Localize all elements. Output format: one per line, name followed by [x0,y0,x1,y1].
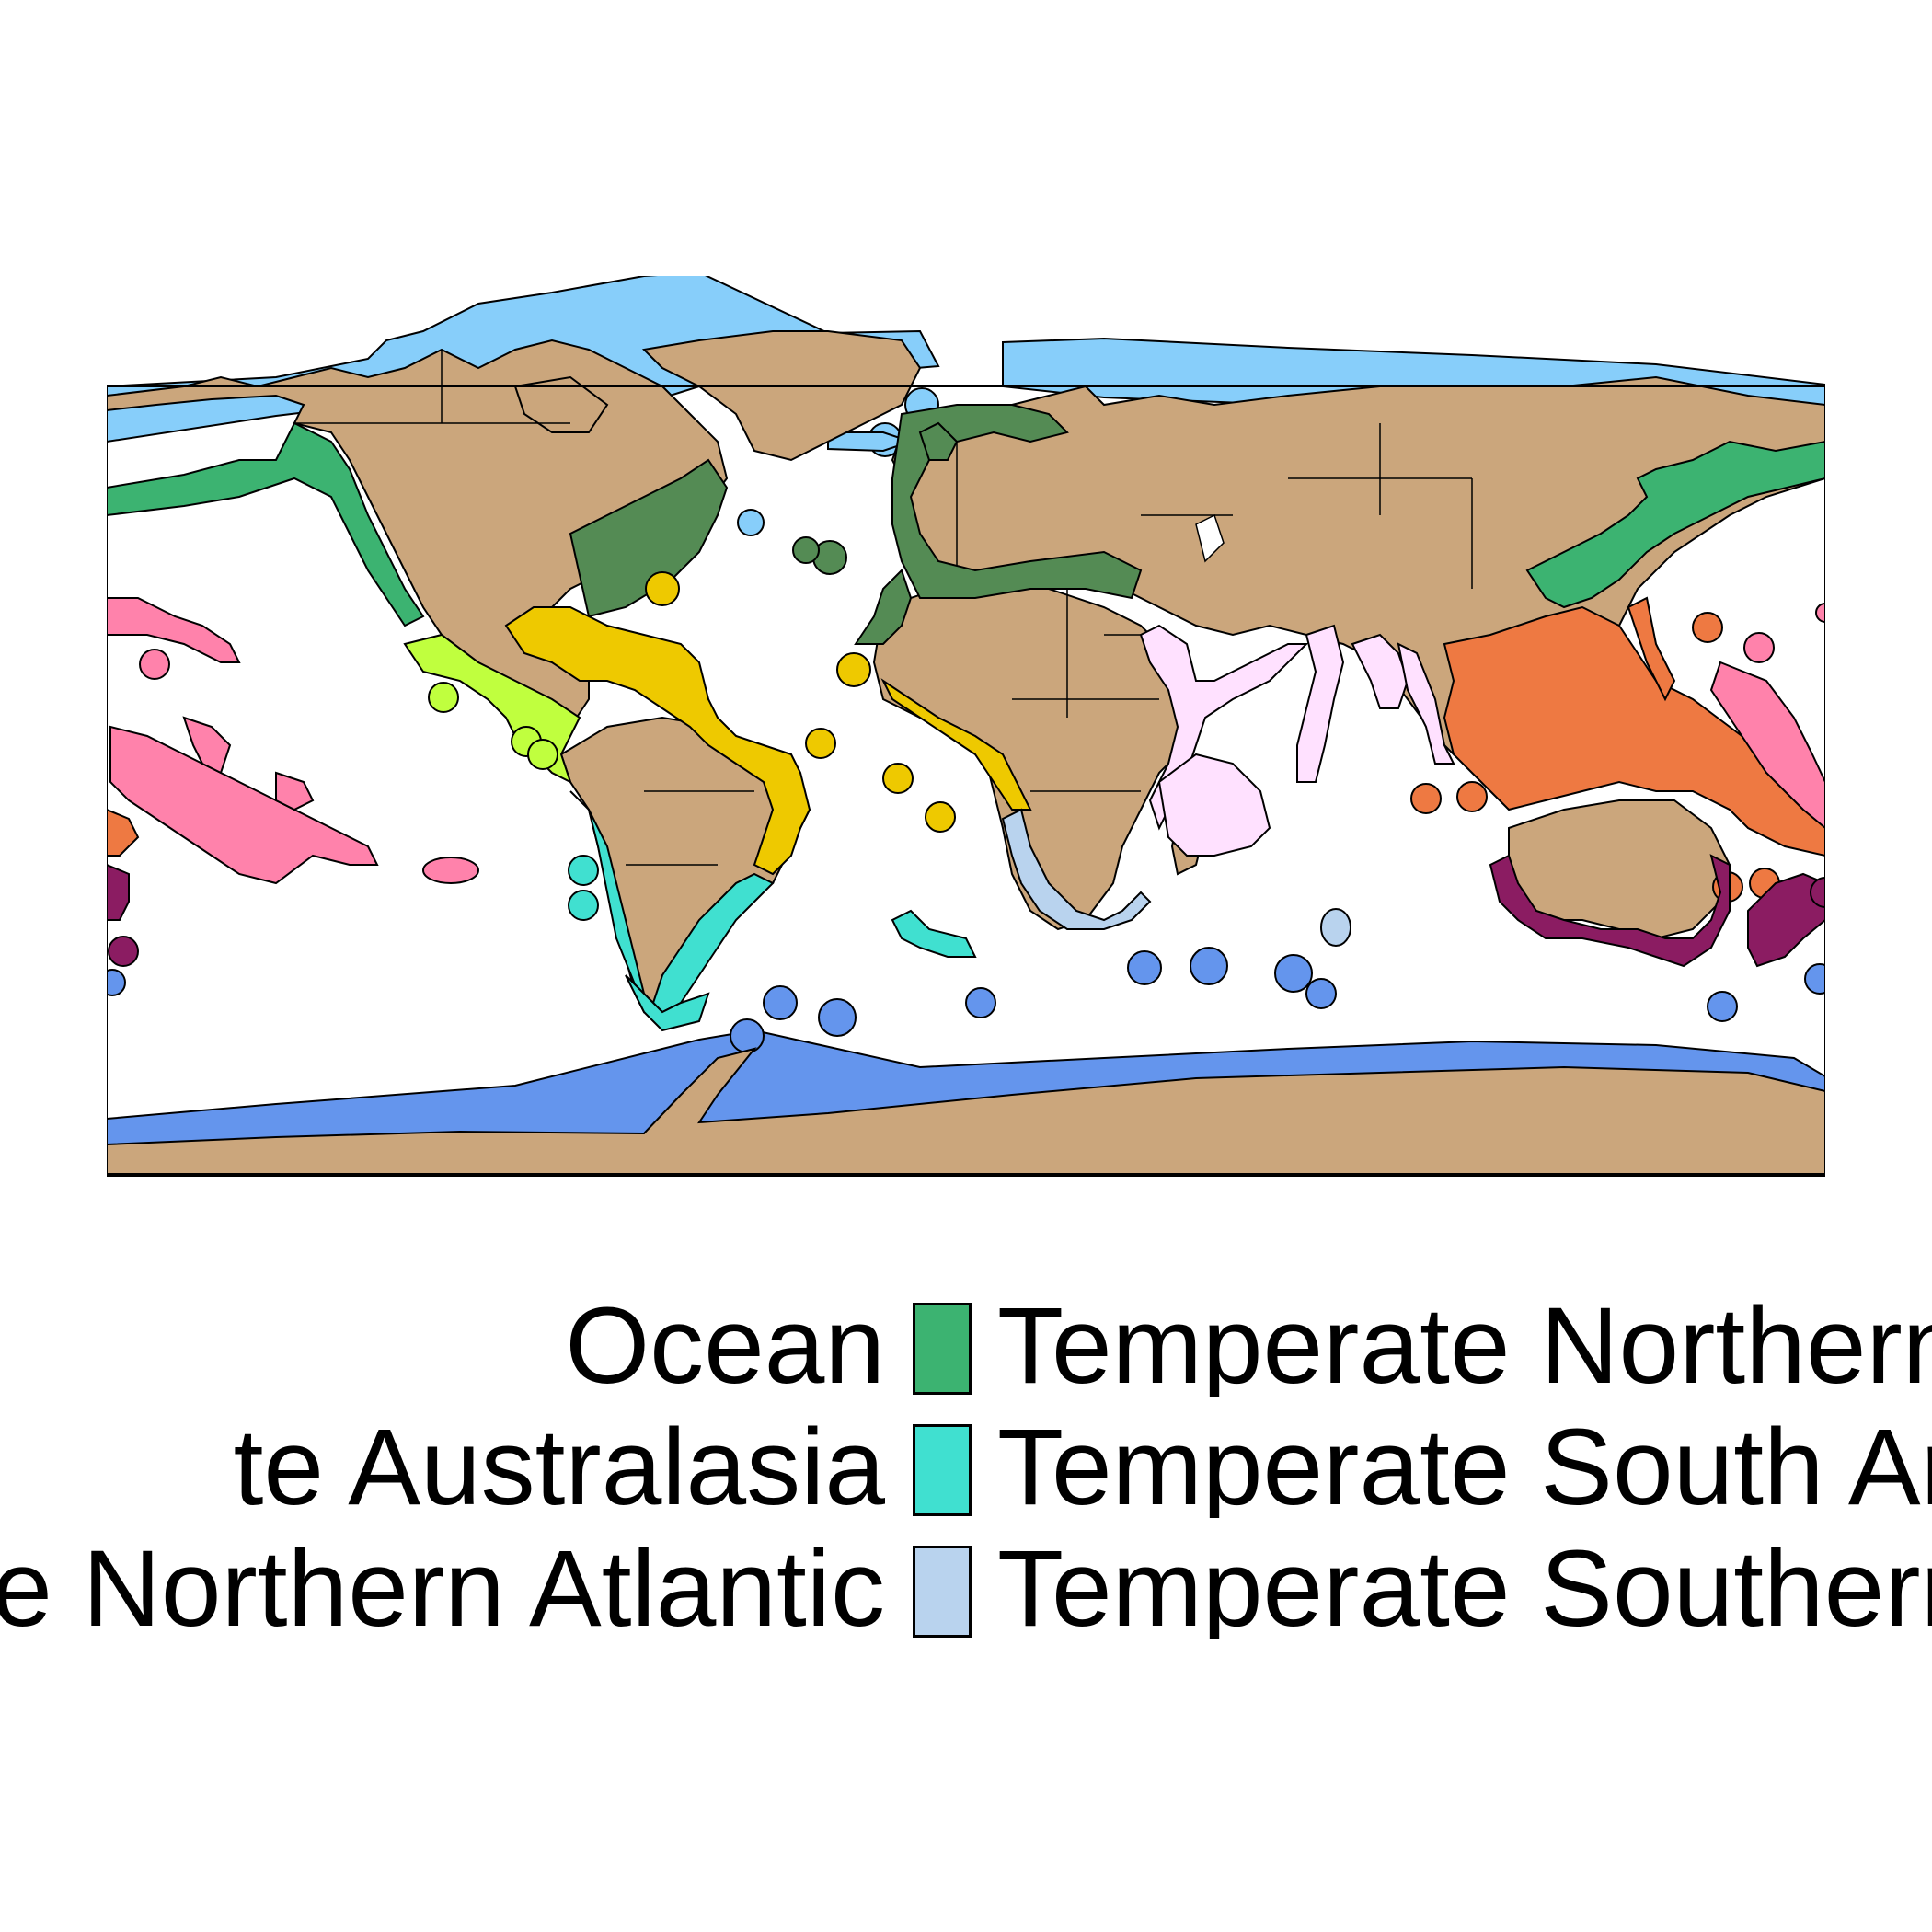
legend-label: te Australasia [233,1407,885,1528]
eastern-indo-pacific-region [107,597,1825,885]
temperate-northern-atlantic-region [569,404,1143,645]
legend-swatch [913,1424,972,1516]
legend-item: Temperate South Ar [913,1417,1932,1518]
legend-item: Temperate Northern [913,1295,1932,1397]
temperate-australasia-region [107,854,1825,968]
legend-swatch [913,1546,972,1638]
temperate-northern-pacific-region [107,421,1825,627]
legend-item: Ocean [0,1285,885,1407]
land-greenland [641,330,922,462]
tropical-eastern-pacific-region [403,633,581,784]
land-antarctica [107,1047,1825,1177]
legend-label: Temperate Southern [997,1538,1932,1639]
inland-sea [1195,513,1225,563]
temperate-southern-africa-region [1001,808,1351,947]
legend-label: Temperate South Ar [997,1417,1932,1518]
land-hudson [513,375,609,433]
tropical-atlantic-region [504,571,1032,876]
legend-label: Ocean [565,1285,885,1407]
legend-label: te Northern Atlantic [0,1528,885,1650]
legend-label: Temperate Northern [997,1295,1932,1397]
legend-item: te Australasia [0,1407,885,1528]
legend-item: te Northern Atlantic [0,1528,885,1650]
temperate-south-america-region [568,790,977,1032]
legend-item: Temperate Southern [913,1538,1932,1639]
western-indo-pacific-region [1139,624,1455,857]
legend-swatch [913,1303,972,1395]
